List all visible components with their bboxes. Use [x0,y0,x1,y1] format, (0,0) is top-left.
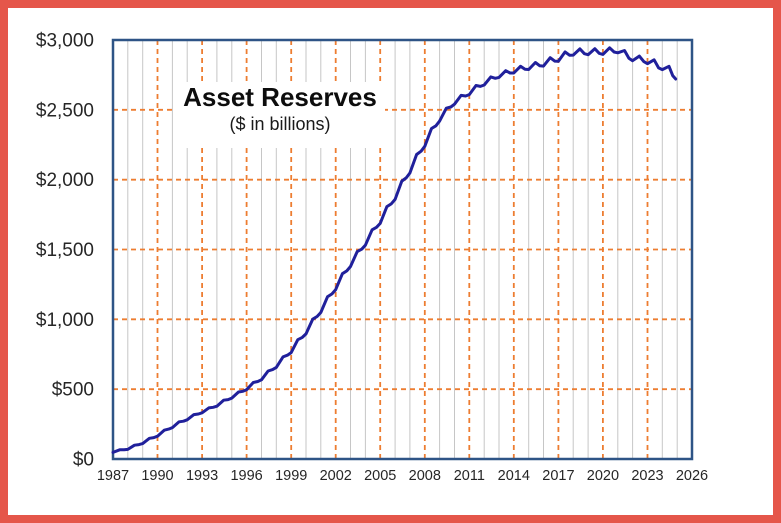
chart-title-box: Asset Reserves ($ in billions) [175,82,385,148]
chart-title: Asset Reserves [183,82,377,112]
x-axis-tick-label: 2014 [498,468,530,484]
x-axis-tick-label: 2023 [631,468,663,484]
y-axis-tick-label: $500 [52,380,94,401]
y-axis-tick-label: $2,500 [36,100,94,121]
x-axis-tick-label: 1987 [97,468,129,484]
x-axis-tick-label: 2008 [409,468,441,484]
x-axis-tick-label: 1993 [186,468,218,484]
y-axis-tick-label: $0 [73,450,94,471]
y-axis-tick-label: $1,500 [36,240,94,261]
x-axis-tick-label: 2026 [676,468,708,484]
x-axis-tick-label: 2002 [320,468,352,484]
chart-subtitle: ($ in billions) [229,114,331,134]
x-axis-tick-label: 1996 [230,468,262,484]
asset-reserves-line [111,46,678,454]
x-axis-tick-label: 2011 [454,468,485,484]
line-chart-canvas: $0 $500 $1,000 $1,500 $2,000 $2,500 $3,000 1987… [36,31,708,485]
x-axis-tick-label: 2005 [364,468,396,484]
plot-border [111,38,694,461]
x-axis-tick-label: 1999 [275,468,307,484]
y-axis-tick-label: $2,000 [36,170,94,191]
y-axis-tick-label: $3,000 [36,31,94,52]
y-axis-tick-label: $1,000 [36,310,94,331]
x-axis-tick-label: 2020 [587,468,619,484]
x-axis-tick-label: 1990 [141,468,173,484]
x-axis-tick-label: 2017 [542,468,574,484]
